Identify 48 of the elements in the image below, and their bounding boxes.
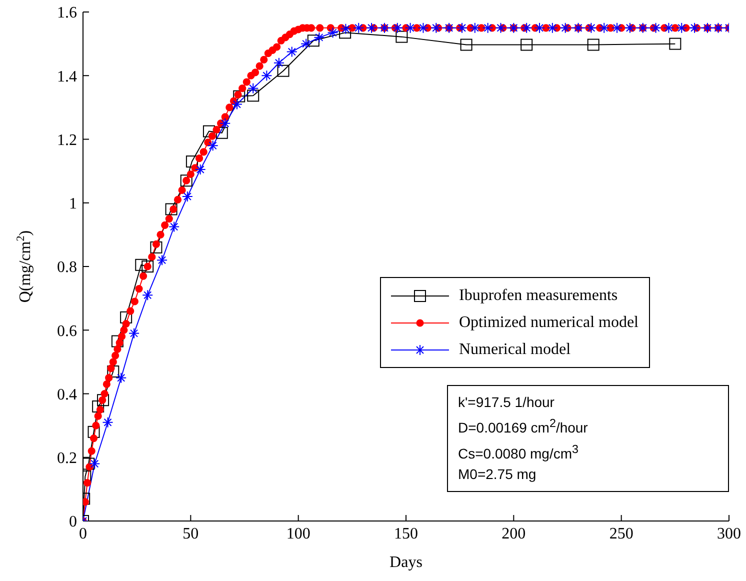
y-tick-label: 0.6 bbox=[57, 322, 77, 340]
x-tick-label: 50 bbox=[182, 525, 199, 542]
point bbox=[186, 156, 198, 168]
point bbox=[120, 311, 132, 324]
point bbox=[88, 426, 100, 438]
x-tick-label: 250 bbox=[609, 525, 634, 542]
point bbox=[150, 241, 162, 254]
point bbox=[669, 38, 682, 50]
y-tick-label: 0.2 bbox=[57, 450, 77, 468]
y-tick-label: 0 bbox=[69, 514, 77, 531]
legend-label: Numerical model bbox=[459, 340, 571, 358]
y-tick-label: 1.4 bbox=[57, 68, 77, 86]
point bbox=[277, 64, 290, 77]
point bbox=[142, 260, 154, 272]
y-tick-label: 1 bbox=[69, 196, 77, 213]
point bbox=[339, 26, 352, 39]
point bbox=[165, 203, 178, 216]
point bbox=[396, 30, 408, 43]
point bbox=[216, 126, 228, 139]
x-tick-label: 150 bbox=[394, 525, 418, 542]
y-tick-label: 1.6 bbox=[57, 4, 77, 22]
point bbox=[233, 90, 246, 102]
legend-label: Optimized numerical model bbox=[459, 314, 638, 332]
point bbox=[135, 258, 148, 271]
point bbox=[92, 400, 104, 412]
point bbox=[97, 394, 110, 406]
point bbox=[307, 34, 320, 47]
annotation: k'=917.5 1/hour bbox=[458, 393, 556, 412]
y-tick-label: 0.8 bbox=[57, 259, 77, 276]
x-tick-label: 300 bbox=[717, 525, 741, 542]
y-tick-label: 0.4 bbox=[57, 386, 77, 404]
y-tick-label: 1.2 bbox=[57, 132, 77, 149]
x-tick-label: 200 bbox=[502, 525, 526, 542]
point bbox=[83, 458, 95, 470]
x-tick-label: 100 bbox=[286, 525, 310, 542]
point bbox=[587, 38, 600, 51]
legend-label: Ibuprofen measurements bbox=[459, 286, 618, 304]
point bbox=[202, 125, 215, 138]
point bbox=[111, 335, 124, 348]
point bbox=[520, 38, 533, 51]
point bbox=[107, 365, 120, 378]
point bbox=[180, 174, 192, 187]
point bbox=[247, 90, 260, 102]
annotation: M0=2.75 mg bbox=[458, 465, 538, 484]
annotation: Cs=0.0080 mg/cm$^{3}$ bbox=[458, 442, 580, 464]
annotation: D=0.00169 cm$^{2}$/hour bbox=[458, 416, 589, 438]
point bbox=[460, 38, 472, 51]
x-axis-title: Days bbox=[390, 554, 422, 571]
